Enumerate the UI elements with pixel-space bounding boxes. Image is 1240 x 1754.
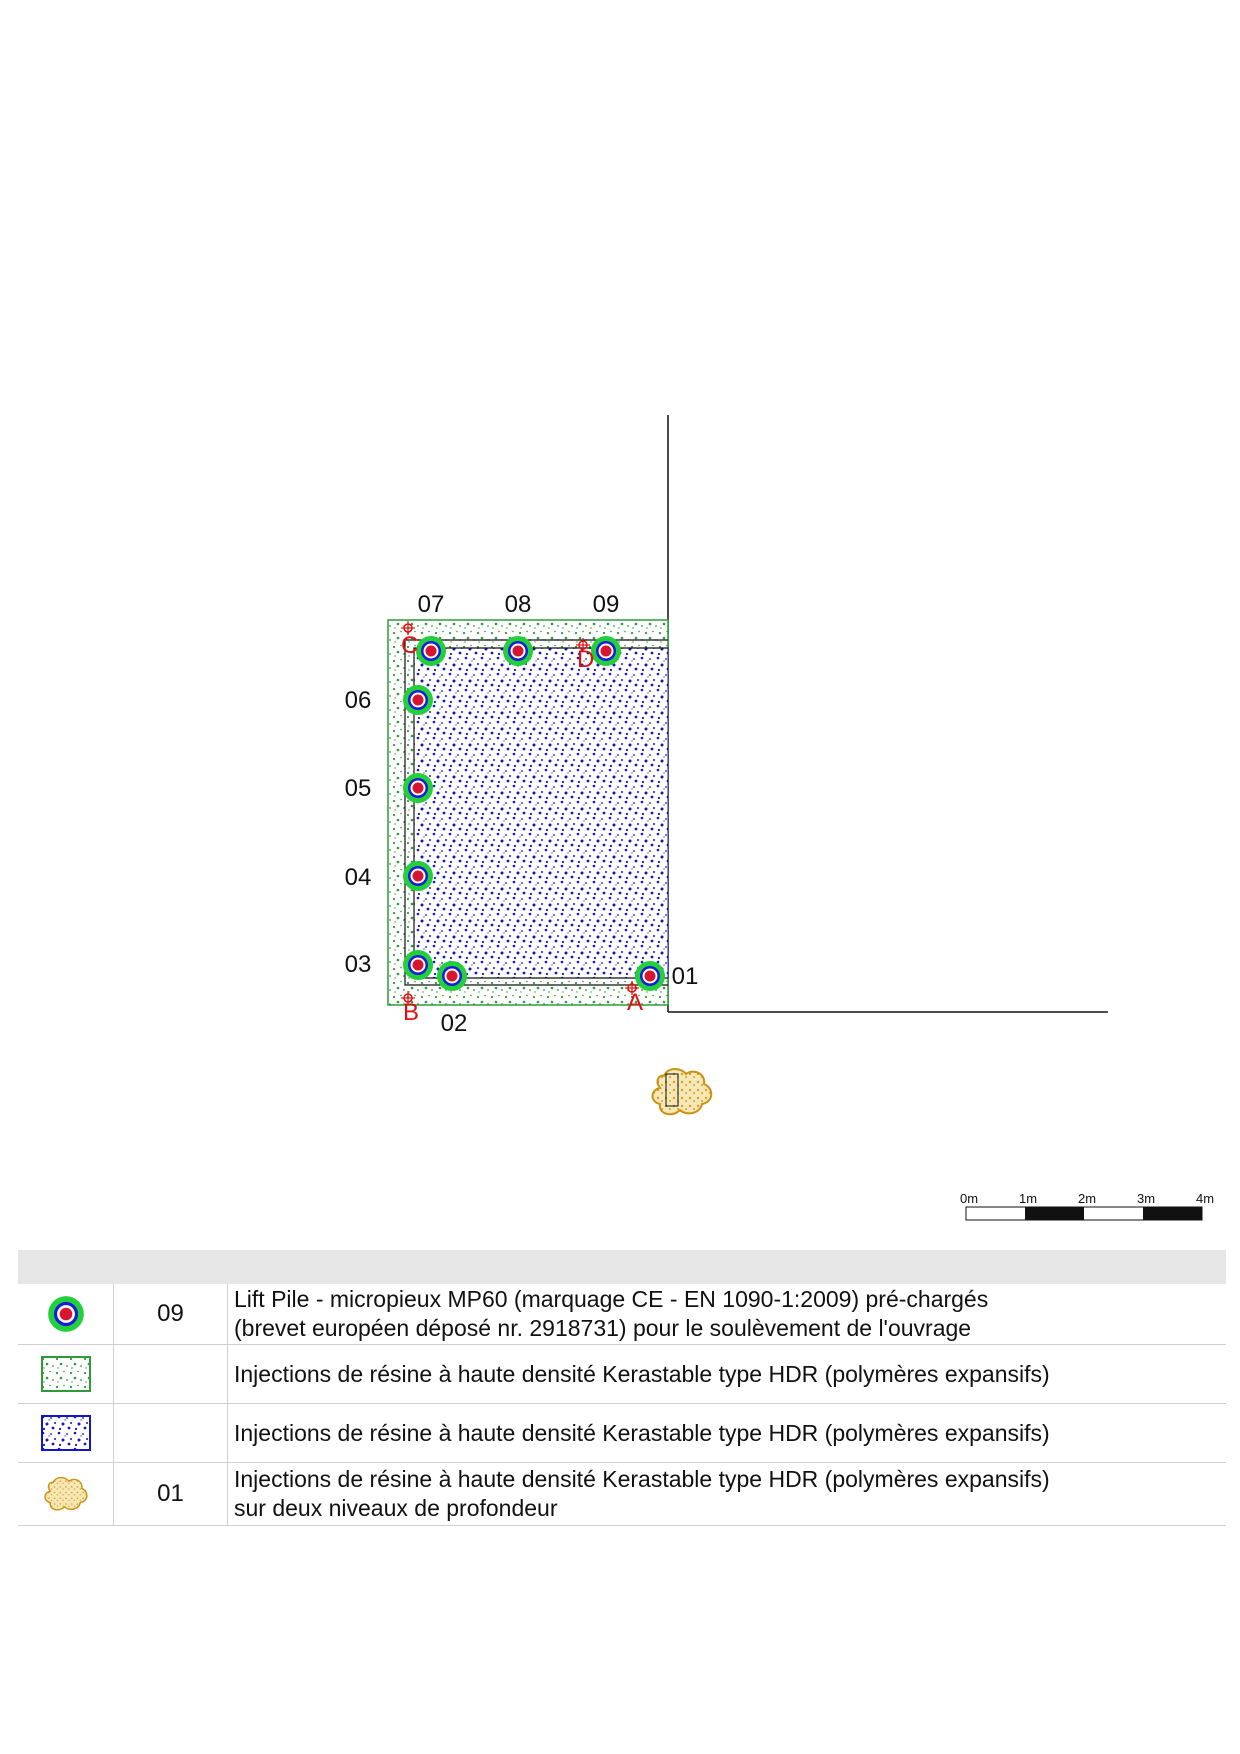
legend-line: Lift Pile - micropieux MP60 (marquage CE… [234, 1286, 989, 1312]
blue-resin-icon [18, 1404, 114, 1462]
pile-group: 07 08 09 06 05 04 03 02 01 [345, 591, 699, 1037]
pile-label-07: 07 [418, 591, 445, 618]
scale-tick-label: 1m [1019, 1191, 1037, 1206]
scale-tick-label: 0m [960, 1191, 978, 1206]
corner-markers: A B C D [401, 621, 643, 1026]
green-resin-icon [18, 1345, 114, 1403]
pile-03 [403, 950, 433, 980]
pile-label-08: 08 [505, 591, 532, 618]
foundation-plan: 07 08 09 06 05 04 03 02 01 A B C D 0m 1m 2m 3m 4m [345, 415, 1214, 1221]
legend-header [18, 1250, 1226, 1284]
legend-row-blue-resin: Injections de résine à haute densité Ker… [18, 1404, 1226, 1463]
legend-qty [114, 1345, 228, 1403]
legend-description: Injections de résine à haute densité Ker… [234, 1345, 1226, 1403]
legend-description: Lift Pile - micropieux MP60 (marquage CE… [234, 1284, 1226, 1344]
pile-02 [437, 961, 467, 991]
footing-outline-outer [404, 639, 668, 986]
legend-row-gold-resin: 01 Injections de résine à haute densité … [18, 1463, 1226, 1526]
pile-01 [635, 961, 665, 991]
corner-marker-c [401, 621, 415, 635]
legend-line: Injections de résine à haute densité Ker… [234, 1360, 1050, 1387]
legend-table: 09 Lift Pile - micropieux MP60 (marquage… [18, 1250, 1226, 1526]
scale-tick-label: 3m [1137, 1191, 1155, 1206]
pile-05 [403, 773, 433, 803]
pile-04 [403, 861, 433, 891]
pile-06 [403, 685, 433, 715]
pile-08 [503, 636, 533, 666]
pile-label-05: 05 [345, 775, 372, 802]
legend-qty: 09 [114, 1284, 228, 1344]
footing-outline-inner [413, 647, 668, 979]
pile-07 [416, 636, 446, 666]
legend-description: Injections de résine à haute densité Ker… [234, 1463, 1226, 1525]
legend-line: sur deux niveaux de profondeur [234, 1495, 558, 1521]
pile-09 [591, 636, 621, 666]
scale-bar: 0m 1m 2m 3m 4m [960, 1191, 1214, 1221]
gold-resin-cluster [651, 1068, 713, 1116]
corner-marker-d [576, 638, 590, 652]
corner-label-b: B [403, 999, 419, 1026]
pile-label-09: 09 [593, 591, 620, 618]
pile-label-03: 03 [345, 951, 372, 978]
legend-description: Injections de résine à haute densité Ker… [234, 1404, 1226, 1462]
corner-label-a: A [627, 989, 643, 1016]
legend-row-piles: 09 Lift Pile - micropieux MP60 (marquage… [18, 1284, 1226, 1345]
blue-resin-zone [413, 647, 669, 979]
pile-label-06: 06 [345, 687, 372, 714]
pile-label-01: 01 [672, 963, 699, 990]
gold-cluster-marker [665, 1073, 679, 1107]
legend-line: Injections de résine à haute densité Ker… [234, 1466, 1050, 1492]
pile-label-02: 02 [441, 1010, 468, 1037]
corner-label-c: C [401, 632, 418, 659]
corner-label-d: D [577, 646, 594, 673]
corner-marker-b [401, 991, 415, 1005]
corner-marker-a [625, 981, 639, 995]
scale-tick-label: 2m [1078, 1191, 1096, 1206]
pile-icon [18, 1284, 114, 1344]
legend-line: (brevet européen déposé nr. 2918731) pou… [234, 1315, 972, 1341]
legend-qty: 01 [114, 1463, 228, 1525]
gold-resin-icon [18, 1463, 114, 1525]
legend-row-green-resin: Injections de résine à haute densité Ker… [18, 1345, 1226, 1404]
legend-qty [114, 1404, 228, 1462]
legend-line: Injections de résine à haute densité Ker… [234, 1419, 1050, 1446]
pile-label-04: 04 [345, 864, 372, 891]
scale-tick-label: 4m [1196, 1191, 1214, 1206]
